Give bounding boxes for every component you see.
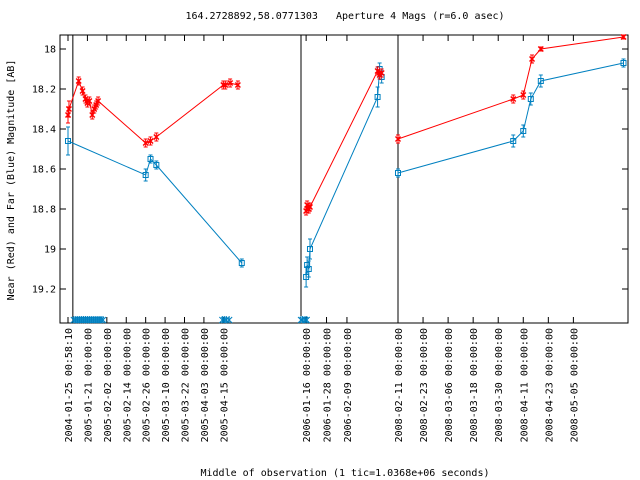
x-tick-label: 2008-03-30 00:00:00 — [494, 328, 505, 442]
x-tick-label: 2008-02-23 00:00:00 — [419, 328, 430, 442]
plot-frame — [59, 34, 629, 324]
far-series-point — [374, 94, 381, 100]
x-tick-label: 2008-02-11 00:00:00 — [394, 328, 405, 442]
x-tick-label: 2005-03-10 00:00:00 — [161, 328, 172, 442]
x-axis-label: Middle of observation (1 tic=1.0368e+06 … — [201, 468, 490, 479]
observation-marker — [225, 316, 233, 324]
near-series-point — [86, 97, 93, 105]
near-series-line — [397, 36, 624, 140]
plot-area: 18 18.2 18.4 18.6 18.8 19 19.2 2004-01-25 00:58… — [32, 33, 629, 442]
x-tick-label: 2004-01-25 00:58:10 — [64, 328, 75, 442]
far-series-line — [305, 68, 383, 278]
x-tick-label: 2008-03-18 00:00:00 — [469, 328, 480, 442]
far-series-line — [67, 140, 243, 264]
observation-marker — [303, 316, 311, 324]
x-tick-label: 2008-04-11 00:00:00 — [519, 328, 530, 442]
near-series-point — [537, 45, 544, 53]
far-series-point — [620, 60, 627, 66]
far-series-point — [305, 266, 312, 272]
far-series-point — [306, 246, 313, 252]
observation-marker — [99, 316, 107, 324]
far-series-point — [520, 128, 527, 134]
near-series-point — [65, 105, 73, 113]
near-series-point — [222, 81, 229, 89]
near-series-line — [67, 79, 239, 144]
near-series-point — [529, 55, 536, 63]
far-series-point — [527, 96, 534, 102]
near-series-point — [510, 95, 517, 103]
far-series-point — [65, 138, 71, 144]
far-series-line — [397, 62, 624, 174]
x-tick-label: 2006-01-16 00:00:00 — [302, 328, 313, 442]
x-tick-label: 2005-02-26 00:00:00 — [142, 328, 153, 442]
near-series-point — [378, 69, 385, 77]
near-series-point — [95, 97, 102, 105]
y-tick-label: 18 — [44, 45, 56, 56]
near-series-point — [153, 133, 160, 141]
y-tick-label: 19 — [44, 245, 56, 256]
near-series-point — [75, 77, 82, 85]
chart-title: 164.2728892,58.0771303 Aperture 4 Mags (… — [185, 11, 504, 22]
near-series-point — [142, 139, 149, 147]
near-series-point — [306, 203, 314, 211]
y-tick-label: 18.8 — [32, 205, 56, 216]
x-tick-label: 2006-02-09 00:00:00 — [343, 328, 354, 442]
x-tick-label: 2008-04-23 00:00:00 — [544, 328, 555, 442]
x-tick-label: 2008-05-05 00:00:00 — [569, 328, 580, 442]
far-series-point — [395, 170, 401, 176]
near-series-point — [394, 135, 402, 143]
y-tick-label: 18.2 — [32, 85, 56, 96]
x-tick-label: 2005-02-14 00:00:00 — [122, 328, 133, 442]
far-series-point — [238, 260, 245, 266]
near-series-point — [620, 33, 627, 41]
x-tick-label: 2006-01-28 00:00:00 — [323, 328, 334, 442]
far-series-point — [510, 138, 517, 144]
near-series-point — [79, 87, 86, 95]
x-tick-label: 2005-02-02 00:00:00 — [103, 328, 114, 442]
x-tick-label: 2005-01-21 00:00:00 — [83, 328, 94, 442]
far-series-point — [142, 172, 149, 178]
near-series-point — [147, 137, 154, 145]
near-series-point — [234, 81, 241, 89]
x-tick-label: 2005-04-15 00:00:00 — [219, 328, 230, 442]
far-series-point — [537, 78, 544, 84]
near-series-point — [520, 91, 527, 99]
near-series-line — [305, 69, 383, 212]
y-axis-label: Near (Red) and Far (Blue) Magnitude [AB] — [6, 60, 17, 301]
y-tick-label: 19.2 — [32, 285, 56, 296]
y-tick-label: 18.4 — [32, 125, 56, 136]
far-series-point — [153, 162, 160, 168]
x-tick-label: 2005-03-22 00:00:00 — [181, 328, 192, 442]
near-series-point — [227, 79, 234, 87]
x-tick-label: 2008-03-06 00:00:00 — [444, 328, 455, 442]
far-series-point — [147, 156, 154, 162]
x-tick-label: 2005-04-03 00:00:00 — [200, 328, 211, 442]
far-series-point — [304, 262, 311, 268]
y-tick-label: 18.6 — [32, 165, 56, 176]
